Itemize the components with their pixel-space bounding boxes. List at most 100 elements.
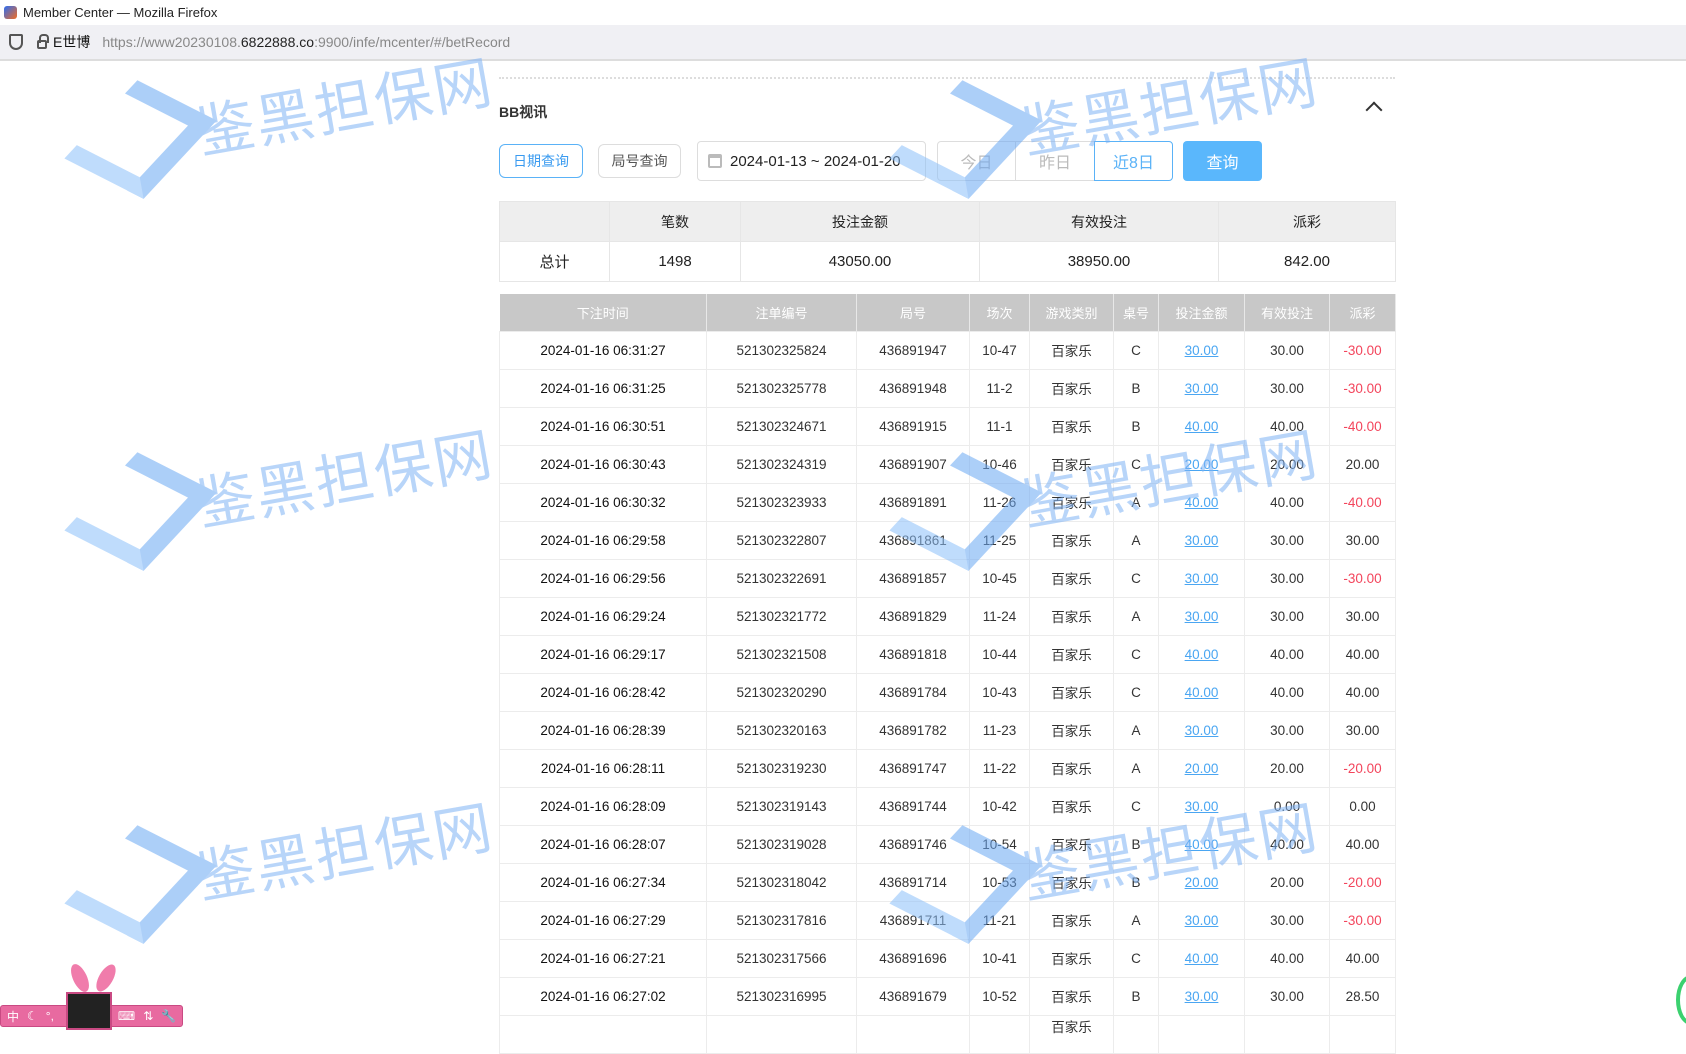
bet-amount-link[interactable]: 40.00 [1184, 684, 1219, 700]
bet-amount-link[interactable]: 30.00 [1184, 988, 1219, 1004]
bet-amount-link[interactable]: 40.00 [1184, 646, 1219, 662]
summary-header: 有效投注 [979, 201, 1219, 242]
switch-icon[interactable]: ⇅ [143, 1009, 154, 1023]
table-no-cell: A [1113, 748, 1159, 788]
bet-amount-link[interactable]: 20.00 [1184, 760, 1219, 776]
bet-amount-cell[interactable]: 40.00 [1158, 824, 1245, 864]
bet-amount-link[interactable]: 30.00 [1184, 342, 1219, 358]
summary-header: 笔数 [609, 201, 741, 242]
moon-icon[interactable]: ☾ [27, 1009, 38, 1023]
column-header: 局号 [856, 294, 970, 331]
floating-widget-icon[interactable] [1676, 975, 1686, 1025]
bet-amount-cell[interactable]: 20.00 [1158, 862, 1245, 902]
bet-amount-link[interactable]: 40.00 [1184, 494, 1219, 510]
table-no-cell: B [1113, 862, 1159, 902]
bet-time-cell: 2024-01-16 06:27:02 [499, 976, 707, 1016]
round-id-cell: 436891857 [856, 558, 970, 598]
valid-bet-cell: 20.00 [1244, 748, 1330, 788]
column-header: 有效投注 [1244, 294, 1330, 331]
bet-amount-link[interactable]: 30.00 [1184, 722, 1219, 738]
bet-amount-cell[interactable]: 20.00 [1158, 748, 1245, 788]
wrench-icon[interactable]: 🔧 [161, 1009, 177, 1023]
bet-amount-cell[interactable]: 40.00 [1158, 672, 1245, 712]
bet-amount-cell[interactable]: 40.00 [1158, 634, 1245, 674]
game-type-cell: 百家乐 [1029, 330, 1114, 370]
watermark-logo-icon [71, 835, 184, 936]
table-no-cell: B [1113, 406, 1159, 446]
lock-icon[interactable] [37, 34, 49, 49]
session-cell: 10-52 [969, 976, 1030, 1016]
url-domain: 6822888.co [240, 34, 315, 50]
today-button[interactable]: 今日 [937, 141, 1016, 181]
bet-amount-link[interactable]: 20.00 [1184, 874, 1219, 890]
column-header: 投注金额 [1158, 294, 1245, 331]
last-8-days-button[interactable]: 近8日 [1094, 141, 1173, 181]
chevron-up-icon[interactable] [1365, 101, 1383, 119]
round-query-tab[interactable]: 局号查询 [598, 144, 681, 178]
bet-amount-link[interactable]: 40.00 [1184, 836, 1219, 852]
bet-amount-cell[interactable]: 40.00 [1158, 482, 1245, 522]
date-query-tab[interactable]: 日期查询 [499, 144, 583, 178]
bet-amount-link[interactable]: 30.00 [1184, 532, 1219, 548]
bet-amount-cell[interactable] [1158, 1014, 1245, 1054]
keyboard-icon[interactable]: ⌨ [117, 1009, 136, 1023]
session-cell: 10-47 [969, 330, 1030, 370]
bet-id-cell: 521302321508 [706, 634, 857, 674]
bet-amount-link[interactable]: 30.00 [1184, 380, 1219, 396]
bet-amount-link[interactable]: 30.00 [1184, 798, 1219, 814]
payout-cell: -40.00 [1329, 482, 1396, 522]
bet-amount-link[interactable]: 30.00 [1184, 608, 1219, 624]
game-type-cell: 百家乐 [1029, 482, 1114, 522]
bet-amount-cell[interactable]: 30.00 [1158, 520, 1245, 560]
table-row: 2024-01-16 06:27:02 521302316995 436891679… [499, 976, 1396, 1016]
payout-cell: -30.00 [1329, 558, 1396, 598]
round-id-cell: 436891744 [856, 786, 970, 826]
bet-id-cell: 521302321772 [706, 596, 857, 636]
bet-amount-cell[interactable]: 30.00 [1158, 330, 1245, 370]
bet-amount-cell[interactable]: 40.00 [1158, 406, 1245, 446]
bet-time-cell: 2024-01-16 06:31:25 [499, 368, 707, 408]
bet-amount-link[interactable]: 40.00 [1184, 418, 1219, 434]
bet-time-cell: 2024-01-16 06:28:42 [499, 672, 707, 712]
table-row: 2024-01-16 06:29:58 521302322807 436891861… [499, 520, 1396, 560]
table-no-cell: C [1113, 634, 1159, 674]
bet-time-cell: 2024-01-16 06:29:58 [499, 520, 707, 560]
address-bar[interactable]: E世博 https://www20230108.6822888.co:9900/… [0, 25, 1686, 61]
table-no-cell: A [1113, 900, 1159, 940]
shield-icon[interactable] [9, 34, 23, 50]
payout-cell: 28.50 [1329, 976, 1396, 1016]
bet-amount-cell[interactable]: 20.00 [1158, 444, 1245, 484]
bet-amount-link[interactable]: 30.00 [1184, 912, 1219, 928]
ime-mode[interactable]: 中 [7, 1009, 20, 1024]
table-no-cell: C [1113, 558, 1159, 598]
column-header: 游戏类别 [1029, 294, 1114, 331]
bet-amount-cell[interactable]: 30.00 [1158, 558, 1245, 598]
bunny-ears-icon [64, 960, 120, 994]
firefox-icon [4, 6, 17, 19]
game-type-cell: 百家乐 [1029, 710, 1114, 750]
round-id-cell: 436891714 [856, 862, 970, 902]
game-type-cell: 百家乐 [1029, 558, 1114, 598]
bet-amount-cell[interactable]: 30.00 [1158, 786, 1245, 826]
url-text[interactable]: https://www20230108.6822888.co:9900/infe… [102, 34, 510, 50]
bet-amount-cell[interactable]: 30.00 [1158, 900, 1245, 940]
bet-amount-cell[interactable]: 40.00 [1158, 938, 1245, 978]
date-range-picker[interactable]: 2024-01-13 ~ 2024-01-20 [697, 141, 926, 181]
valid-bet-cell [1244, 1014, 1330, 1054]
bet-amount-cell[interactable]: 30.00 [1158, 710, 1245, 750]
bet-time-cell: 2024-01-16 06:29:24 [499, 596, 707, 636]
yesterday-button[interactable]: 昨日 [1015, 141, 1095, 181]
session-cell: 11-23 [969, 710, 1030, 750]
round-id-cell: 436891784 [856, 672, 970, 712]
bet-amount-link[interactable]: 20.00 [1184, 456, 1219, 472]
query-button[interactable]: 查询 [1183, 141, 1262, 181]
session-cell: 11-25 [969, 520, 1030, 560]
punctuation-icon[interactable]: °, [45, 1009, 54, 1023]
bet-amount-link[interactable]: 30.00 [1184, 570, 1219, 586]
bet-amount-cell[interactable]: 30.00 [1158, 976, 1245, 1016]
site-identity[interactable]: E世博 [53, 34, 91, 50]
summary-header: 派彩 [1218, 201, 1396, 242]
bet-amount-link[interactable]: 40.00 [1184, 950, 1219, 966]
bet-amount-cell[interactable]: 30.00 [1158, 368, 1245, 408]
bet-amount-cell[interactable]: 30.00 [1158, 596, 1245, 636]
